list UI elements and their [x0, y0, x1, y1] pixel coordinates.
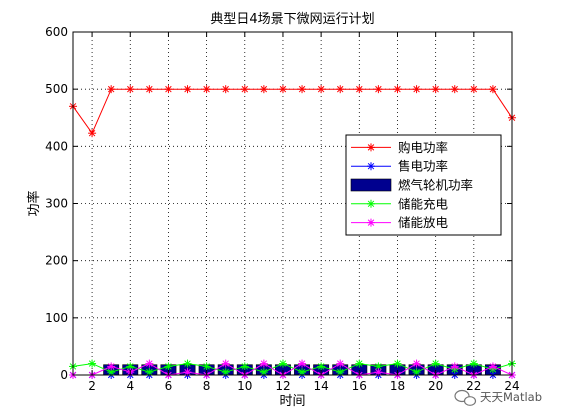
data-point	[240, 362, 249, 371]
data-point	[355, 359, 364, 368]
chart-title: 典型日4场景下微网运行计划	[210, 12, 374, 27]
x-tick-label: 4	[126, 379, 134, 393]
data-point	[450, 85, 459, 94]
data-point	[145, 359, 154, 368]
x-tick-label: 2	[88, 379, 96, 393]
legend-marker	[367, 143, 375, 152]
x-axis-title: 时间	[279, 394, 305, 409]
x-tick-label: 22	[466, 379, 481, 393]
y-tick-label: 300	[45, 197, 68, 211]
data-point	[126, 85, 135, 94]
legend-item: 燃气轮机功率	[350, 178, 473, 193]
data-point	[336, 85, 345, 94]
legend-marker	[367, 218, 375, 227]
wechat-bubble-large	[454, 389, 470, 403]
data-point	[469, 85, 478, 94]
data-point	[164, 85, 173, 94]
data-point	[183, 359, 192, 368]
data-point	[431, 85, 440, 94]
x-tick-label: 16	[352, 379, 367, 393]
legend-label: 储能充电	[398, 196, 449, 211]
data-point	[450, 362, 459, 371]
data-point	[336, 359, 345, 368]
data-point	[298, 359, 307, 368]
data-point	[298, 85, 307, 94]
y-tick-label: 200	[45, 254, 68, 268]
wechat-icon	[454, 389, 477, 406]
x-tick-label: 14	[313, 379, 328, 393]
data-point	[202, 85, 211, 94]
x-tick-label: 18	[390, 379, 405, 393]
watermark: 天天Matlab	[454, 389, 542, 406]
x-tick-label: 8	[203, 379, 211, 393]
data-point	[317, 85, 326, 94]
data-point	[240, 85, 249, 94]
data-point	[107, 362, 116, 371]
wechat-bubble-small	[463, 396, 477, 406]
legend-item: 储能充电	[351, 196, 449, 211]
y-tick-label: 500	[45, 82, 68, 96]
legend-marker	[367, 199, 375, 208]
watermark-text: 天天Matlab	[480, 390, 542, 404]
data-point	[259, 359, 268, 368]
data-point	[145, 85, 154, 94]
series-line	[72, 363, 513, 373]
data-point	[202, 362, 211, 371]
data-point	[278, 359, 287, 368]
x-tick-label: 10	[237, 379, 252, 393]
legend-item: 售电功率	[351, 159, 448, 174]
y-tick-label: 0	[60, 368, 68, 382]
data-point	[393, 359, 402, 368]
data-point	[221, 85, 230, 94]
data-point	[355, 85, 364, 94]
series-line	[73, 363, 513, 376]
data-point	[412, 85, 421, 94]
data-point	[393, 85, 402, 94]
y-tick-label: 400	[45, 139, 68, 153]
legend-label: 售电功率	[398, 159, 448, 174]
data-point	[164, 362, 173, 371]
data-point	[374, 85, 383, 94]
legend-label: 燃气轮机功率	[398, 178, 473, 193]
y-axis-title: 功率	[26, 190, 42, 216]
legend-label: 购电功率	[398, 140, 448, 155]
data-point	[412, 359, 421, 368]
data-point	[183, 85, 192, 94]
data-point	[317, 362, 326, 371]
x-tick-label: 20	[428, 379, 443, 393]
data-point	[107, 85, 116, 94]
data-point	[488, 362, 497, 371]
data-point	[469, 359, 478, 368]
x-tick-label: 24	[504, 379, 519, 393]
y-tick-label: 600	[45, 25, 68, 39]
legend-item: 储能放电	[351, 215, 449, 230]
data-point	[278, 85, 287, 94]
data-point	[88, 129, 97, 138]
data-point	[221, 359, 230, 368]
data-point	[488, 85, 497, 94]
legend-marker	[367, 162, 375, 171]
y-tick-label: 100	[45, 311, 68, 325]
x-tick-label: 12	[275, 379, 290, 393]
x-tick-label: 6	[165, 379, 173, 393]
data-point	[298, 368, 307, 377]
data-point	[88, 359, 97, 368]
data-point	[336, 368, 345, 377]
data-point	[431, 359, 440, 368]
legend-label: 储能放电	[398, 215, 449, 230]
legend-item: 购电功率	[351, 140, 448, 155]
series-购电功率	[69, 85, 516, 138]
data-point	[259, 85, 268, 94]
legend-swatch	[350, 178, 392, 192]
